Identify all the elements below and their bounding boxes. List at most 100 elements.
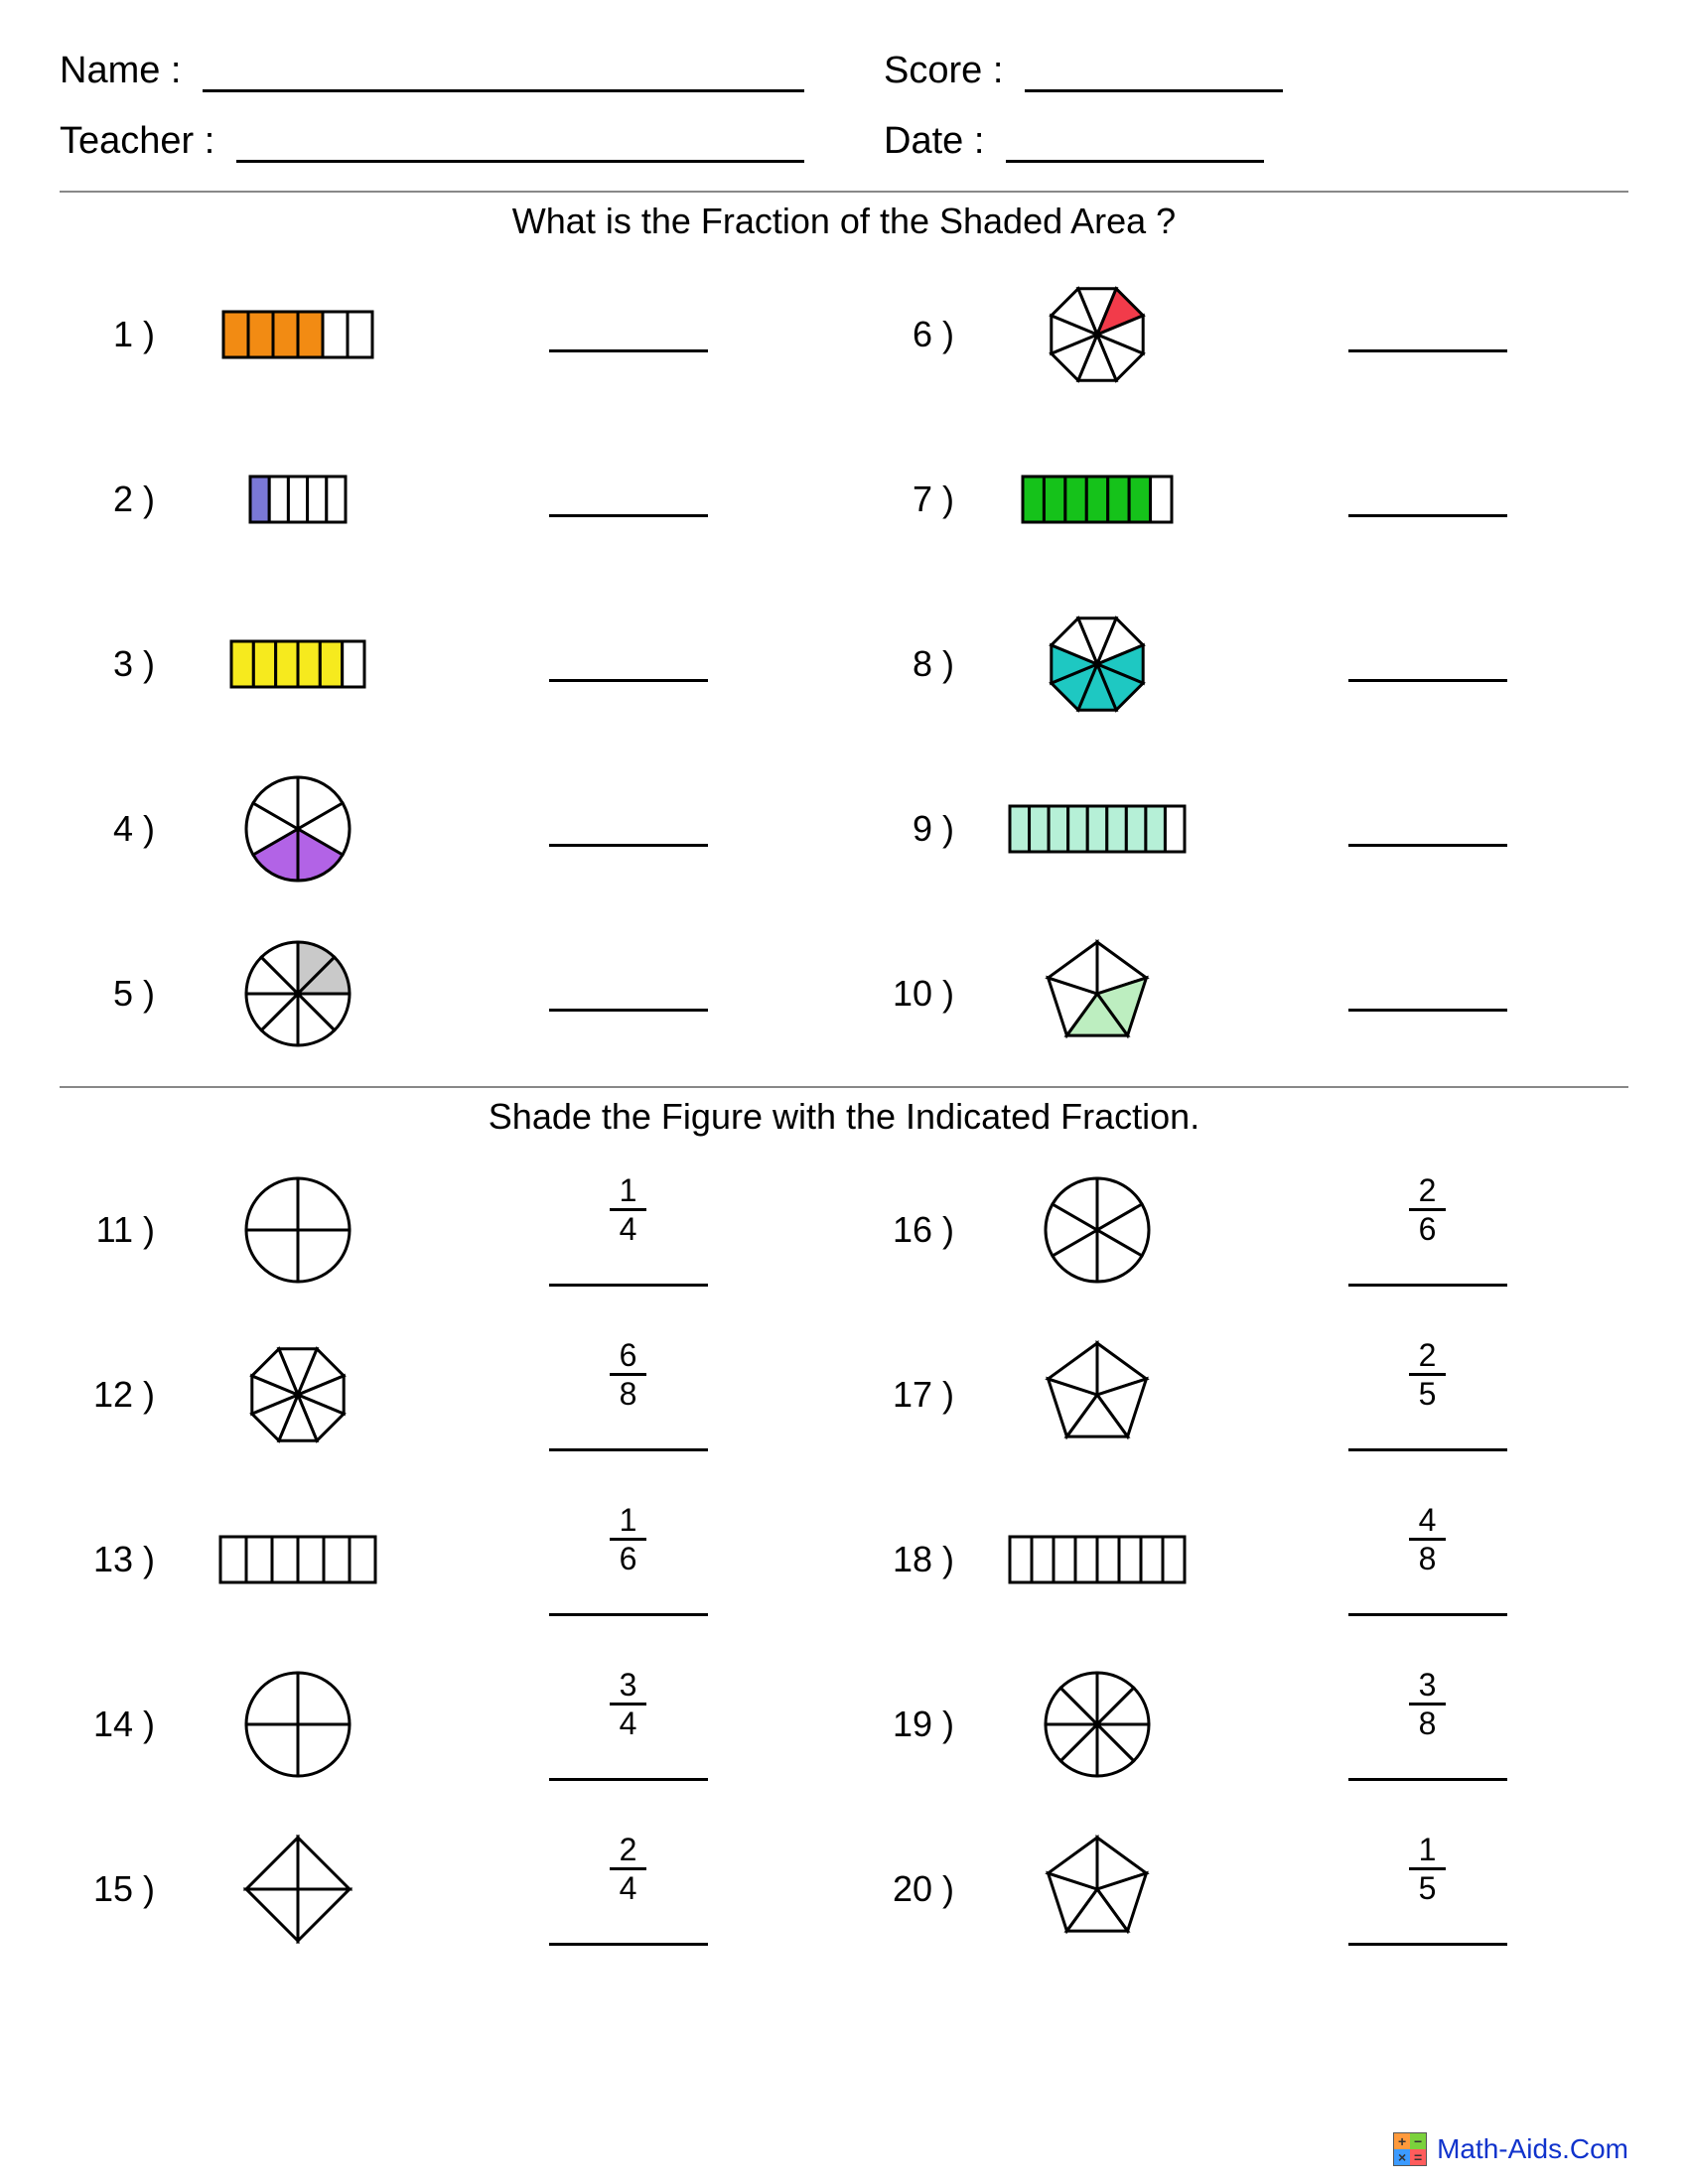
problem-number: 1 ): [60, 314, 169, 355]
answer-input-line[interactable]: [1348, 811, 1507, 847]
problem-number: 6 ): [859, 314, 968, 355]
answer-cell: 14: [427, 1174, 829, 1287]
fraction-indicator: 26: [1409, 1174, 1447, 1245]
fraction-numerator: 1: [610, 1504, 647, 1538]
shape-figure: [169, 1175, 427, 1285]
fraction-numerator: 3: [610, 1669, 647, 1703]
fraction-indicator: 16: [610, 1504, 647, 1574]
logo-cell: −: [1410, 2133, 1426, 2149]
problem-row: 3 ): [60, 582, 829, 747]
fraction-denominator: 4: [610, 1703, 647, 1739]
problem-number: 8 ): [859, 643, 968, 685]
fraction-numerator: 1: [610, 1174, 647, 1208]
answer-input-line[interactable]: [1348, 317, 1507, 352]
problem-number: 13 ): [60, 1539, 169, 1580]
problem-row: 1 ): [60, 252, 829, 417]
fraction-indicator: 38: [1409, 1669, 1447, 1739]
problem-row: 5 ): [60, 911, 829, 1076]
answer-input-line[interactable]: [1348, 646, 1507, 682]
score-field-row: Score :: [884, 50, 1628, 92]
answer-cell: 16: [427, 1504, 829, 1616]
problem-number: 5 ): [60, 973, 169, 1015]
answer-input-line[interactable]: [549, 1580, 708, 1616]
shape-figure: [968, 474, 1226, 525]
problem-number: 3 ): [60, 643, 169, 685]
fraction-denominator: 6: [1409, 1208, 1447, 1245]
fraction-indicator: 15: [1409, 1834, 1447, 1904]
problem-row: 9 ): [859, 747, 1628, 911]
problem-number: 18 ): [859, 1539, 968, 1580]
answer-input-line[interactable]: [549, 481, 708, 517]
date-input-line[interactable]: [1006, 129, 1264, 163]
shape-figure: [169, 638, 427, 690]
answer-input-line[interactable]: [549, 646, 708, 682]
teacher-field-row: Teacher :: [60, 120, 804, 163]
problem-number: 9 ): [859, 808, 968, 850]
problem-number: 14 ): [60, 1704, 169, 1745]
teacher-input-line[interactable]: [236, 129, 804, 163]
header-fields: Name : Score : Teacher : Date :: [60, 50, 1628, 163]
problem-row: 18 ) 48: [859, 1477, 1628, 1642]
shape-figure: [169, 774, 427, 884]
shape-figure: [169, 474, 427, 525]
score-label: Score :: [884, 50, 1025, 92]
fraction-denominator: 4: [610, 1208, 647, 1245]
fraction-indicator: 68: [610, 1339, 647, 1410]
fraction-denominator: 4: [610, 1867, 647, 1904]
answer-input-line[interactable]: [549, 976, 708, 1012]
problem-row: 20 ) 15: [859, 1807, 1628, 1972]
fraction-numerator: 6: [610, 1339, 647, 1373]
answer-input-line[interactable]: [1348, 976, 1507, 1012]
fraction-denominator: 8: [1409, 1703, 1447, 1739]
answer-cell: 38: [1226, 1669, 1628, 1781]
answer-cell: 34: [427, 1669, 829, 1781]
answer-input-line[interactable]: [549, 811, 708, 847]
fraction-denominator: 8: [610, 1373, 647, 1410]
fraction-denominator: 8: [1409, 1538, 1447, 1574]
answer-input-line[interactable]: [549, 1416, 708, 1451]
answer-cell: [1226, 976, 1628, 1012]
problem-row: 6 ): [859, 252, 1628, 417]
divider-top: [60, 191, 1628, 193]
fraction-denominator: 5: [1409, 1867, 1447, 1904]
answer-input-line[interactable]: [549, 1910, 708, 1946]
worksheet-page: Name : Score : Teacher : Date : What is …: [0, 0, 1688, 2184]
fraction-numerator: 2: [610, 1834, 647, 1867]
answer-input-line[interactable]: [1348, 1580, 1507, 1616]
problem-number: 15 ): [60, 1868, 169, 1910]
problem-number: 20 ): [859, 1868, 968, 1910]
fraction-numerator: 2: [1409, 1339, 1447, 1373]
problem-number: 17 ): [859, 1374, 968, 1416]
answer-input-line[interactable]: [549, 1251, 708, 1287]
shape-figure: [968, 1534, 1226, 1585]
answer-input-line[interactable]: [549, 1745, 708, 1781]
shape-figure: [169, 1342, 427, 1447]
answer-input-line[interactable]: [1348, 1416, 1507, 1451]
logo-cell: ×: [1394, 2149, 1410, 2165]
problem-row: 15 ) 24: [60, 1807, 829, 1972]
score-input-line[interactable]: [1025, 59, 1283, 92]
fraction-numerator: 4: [1409, 1504, 1447, 1538]
problem-number: 16 ): [859, 1209, 968, 1251]
shape-figure: [169, 939, 427, 1048]
problem-row: 4 ): [60, 747, 829, 911]
logo-cell: +: [1394, 2133, 1410, 2149]
answer-input-line[interactable]: [1348, 1251, 1507, 1287]
answer-input-line[interactable]: [1348, 1910, 1507, 1946]
problem-row: 13 ) 16: [60, 1477, 829, 1642]
answer-input-line[interactable]: [1348, 481, 1507, 517]
problem-row: 11 ) 14: [60, 1148, 829, 1312]
fraction-numerator: 2: [1409, 1174, 1447, 1208]
problem-row: 2 ): [60, 417, 829, 582]
shape-figure: [169, 1670, 427, 1779]
name-input-line[interactable]: [203, 59, 804, 92]
date-label: Date :: [884, 120, 1006, 163]
section1-title: What is the Fraction of the Shaded Area …: [60, 201, 1628, 242]
problem-number: 10 ): [859, 973, 968, 1015]
footer-link[interactable]: Math-Aids.Com: [1437, 2133, 1628, 2165]
answer-cell: 26: [1226, 1174, 1628, 1287]
answer-input-line[interactable]: [1348, 1745, 1507, 1781]
problem-number: 11 ): [60, 1209, 169, 1251]
shape-figure: [968, 803, 1226, 855]
answer-input-line[interactable]: [549, 317, 708, 352]
